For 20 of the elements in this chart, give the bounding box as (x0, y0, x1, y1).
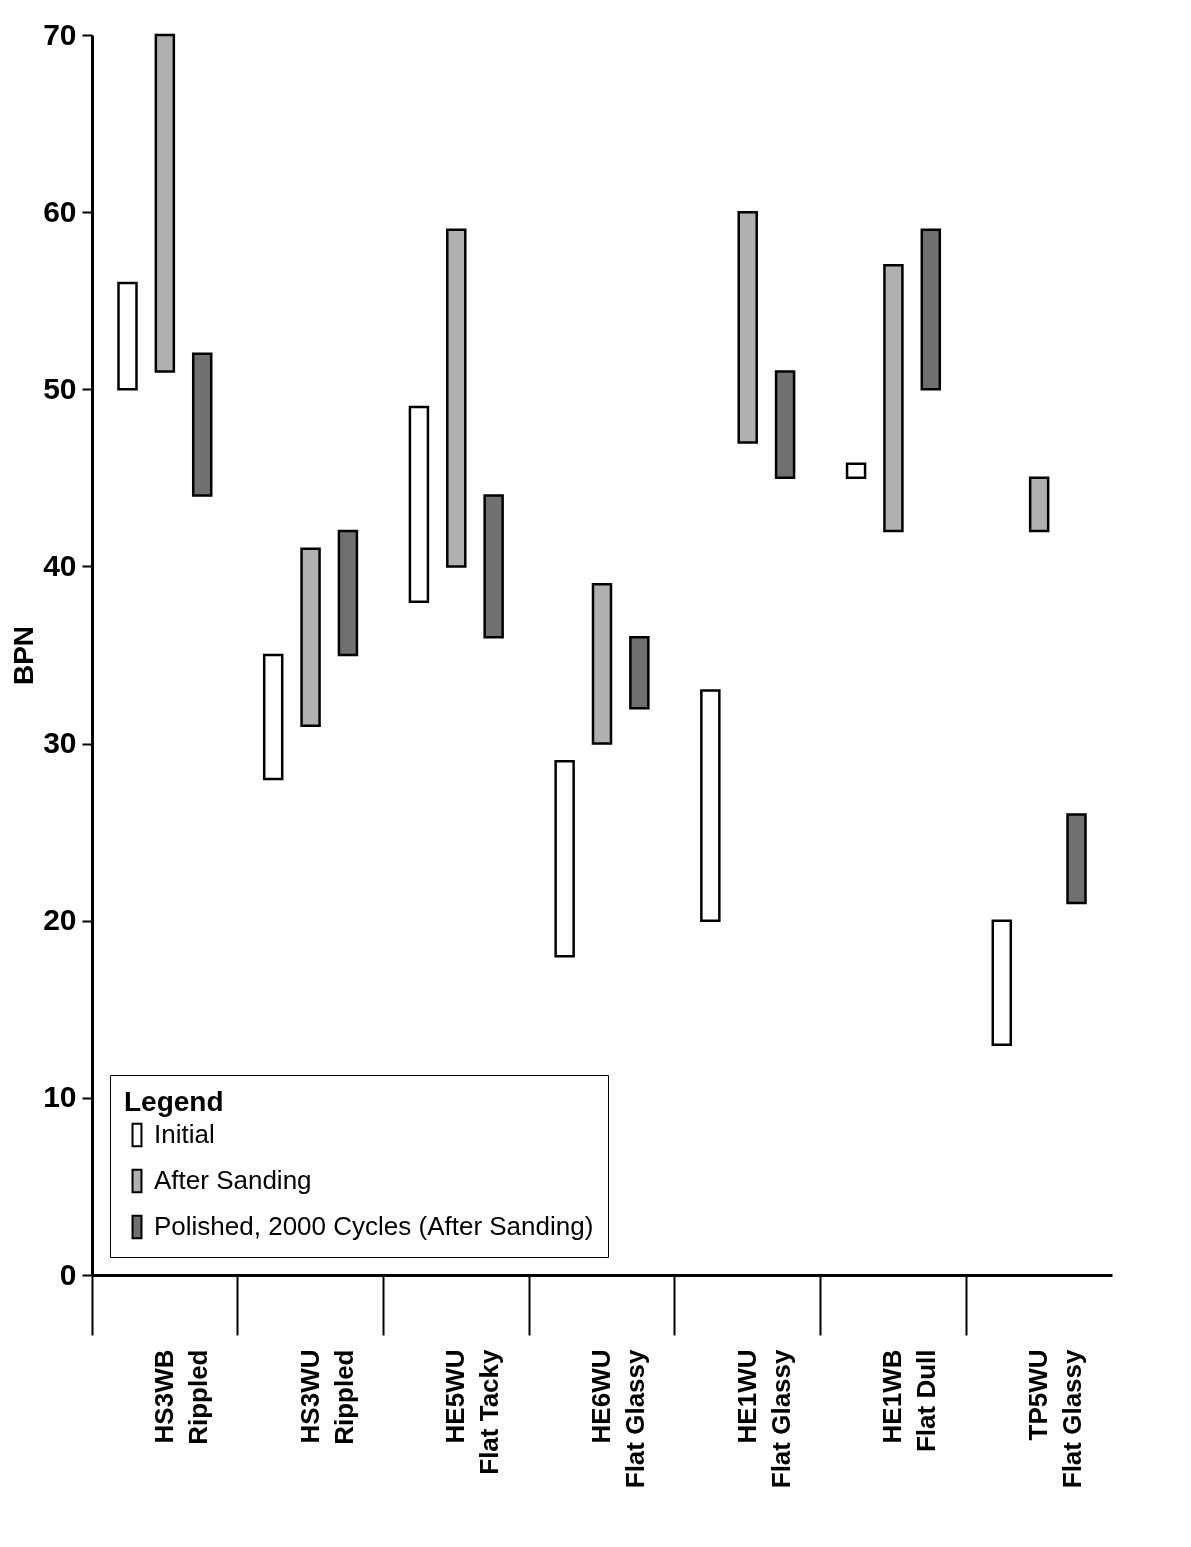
y-tick-label: 30 (43, 726, 77, 760)
y-tick-label: 50 (43, 371, 77, 405)
x-tick-label: HS3WU Rippled (294, 1349, 359, 1445)
legend-label: After Sanding (154, 1165, 312, 1195)
x-tick-label: HE1WB Flat Dull (877, 1349, 942, 1453)
x-tick-label: TP5WU Flat Glassy (1023, 1348, 1088, 1489)
y-tick-label: 60 (43, 194, 77, 228)
y-axis-title: BPN (8, 625, 40, 686)
x-tick-label: HS3WB Rippled (148, 1349, 213, 1445)
y-tick-label: 10 (43, 1080, 77, 1114)
y-tick-label: 70 (43, 17, 77, 51)
x-tick-label: HE5WU Flat Tacky (440, 1348, 505, 1475)
y-tick-label: 20 (43, 903, 77, 937)
legend-label: Initial (154, 1119, 215, 1149)
x-tick-label: HE1WU Flat Glassy (731, 1348, 796, 1489)
y-tick-label: 40 (43, 548, 77, 582)
legend-title: Legend (124, 1086, 224, 1117)
legend-label: Polished, 2000 Cycles (After Sanding) (154, 1211, 594, 1241)
x-tick-label: HE6WU Flat Glassy (586, 1348, 650, 1489)
y-tick-label: 0 (59, 1257, 77, 1291)
